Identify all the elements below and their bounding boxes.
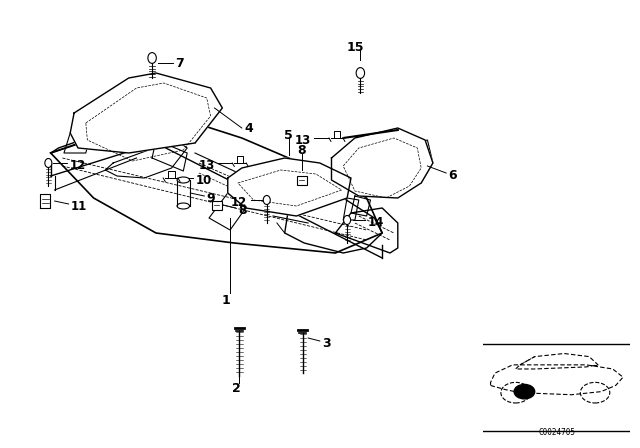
Text: 10: 10 xyxy=(196,173,212,186)
Text: 4: 4 xyxy=(244,121,253,134)
Text: 13: 13 xyxy=(199,159,215,172)
Polygon shape xyxy=(165,171,178,178)
Text: 1: 1 xyxy=(222,293,230,306)
Text: 13: 13 xyxy=(294,134,310,146)
Polygon shape xyxy=(332,128,433,198)
Circle shape xyxy=(148,52,156,64)
Polygon shape xyxy=(40,194,50,208)
Polygon shape xyxy=(209,193,246,230)
Text: 12: 12 xyxy=(69,159,86,172)
Circle shape xyxy=(45,159,52,168)
Text: 12: 12 xyxy=(230,195,246,208)
Polygon shape xyxy=(70,73,222,153)
Circle shape xyxy=(263,195,270,204)
Text: 14: 14 xyxy=(367,215,384,228)
Ellipse shape xyxy=(177,177,189,183)
Text: 5: 5 xyxy=(284,129,293,142)
Text: 7: 7 xyxy=(175,56,184,69)
Text: 3: 3 xyxy=(322,336,331,349)
Circle shape xyxy=(514,384,534,399)
Polygon shape xyxy=(152,140,188,171)
Circle shape xyxy=(344,215,351,224)
Polygon shape xyxy=(331,131,343,138)
Ellipse shape xyxy=(177,203,189,209)
Polygon shape xyxy=(51,118,144,153)
Text: 15: 15 xyxy=(347,40,364,53)
Text: 9: 9 xyxy=(207,191,215,204)
Polygon shape xyxy=(335,208,398,253)
Polygon shape xyxy=(417,140,433,183)
Text: C0024705: C0024705 xyxy=(538,428,575,437)
Polygon shape xyxy=(234,156,246,163)
Polygon shape xyxy=(228,158,351,216)
Bar xyxy=(212,201,221,210)
Polygon shape xyxy=(188,88,222,143)
Polygon shape xyxy=(351,196,371,216)
Text: 8: 8 xyxy=(238,203,246,216)
Text: 2: 2 xyxy=(232,382,241,395)
Polygon shape xyxy=(51,118,382,253)
Bar xyxy=(297,176,307,185)
Polygon shape xyxy=(106,140,188,178)
Text: 11: 11 xyxy=(71,199,87,212)
Polygon shape xyxy=(64,133,90,153)
Polygon shape xyxy=(285,198,382,253)
Text: 8: 8 xyxy=(298,143,306,156)
Text: 6: 6 xyxy=(449,168,457,181)
Polygon shape xyxy=(343,198,359,220)
Circle shape xyxy=(356,68,365,78)
